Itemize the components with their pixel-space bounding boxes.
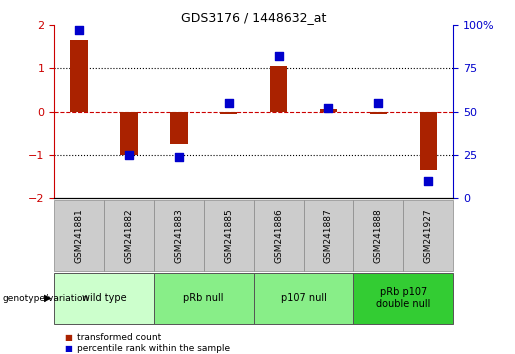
Bar: [154, 273, 253, 324]
Bar: [370, 112, 387, 114]
Point: [324, 105, 333, 111]
Bar: [54, 273, 154, 324]
Bar: [104, 200, 154, 271]
Text: ■: ■: [64, 332, 72, 342]
Point: [424, 178, 433, 184]
Bar: [420, 112, 437, 170]
Bar: [303, 200, 353, 271]
Bar: [54, 200, 104, 271]
Text: transformed count: transformed count: [77, 332, 162, 342]
Point: [125, 152, 133, 158]
Bar: [253, 273, 353, 324]
Text: p107 null: p107 null: [281, 293, 327, 303]
Text: ▶: ▶: [44, 293, 52, 303]
Point: [374, 100, 383, 105]
Text: GSM241885: GSM241885: [224, 208, 233, 263]
Text: GSM241886: GSM241886: [274, 208, 283, 263]
Bar: [70, 40, 88, 112]
Bar: [154, 200, 204, 271]
Bar: [170, 112, 187, 144]
Point: [274, 53, 283, 59]
Point: [175, 154, 183, 159]
Text: wild type: wild type: [82, 293, 126, 303]
Text: GSM241881: GSM241881: [75, 208, 83, 263]
Text: GSM241882: GSM241882: [125, 208, 133, 263]
Text: GSM241883: GSM241883: [174, 208, 183, 263]
Bar: [120, 112, 138, 155]
Text: percentile rank within the sample: percentile rank within the sample: [77, 344, 230, 353]
Bar: [353, 273, 453, 324]
Bar: [270, 66, 287, 112]
Bar: [403, 200, 453, 271]
Text: GSM241888: GSM241888: [374, 208, 383, 263]
Title: GDS3176 / 1448632_at: GDS3176 / 1448632_at: [181, 11, 327, 24]
Text: pRb p107
double null: pRb p107 double null: [376, 287, 431, 309]
Text: GSM241927: GSM241927: [424, 208, 433, 263]
Text: genotype/variation: genotype/variation: [3, 294, 89, 303]
Text: pRb null: pRb null: [183, 293, 224, 303]
Bar: [204, 200, 253, 271]
Bar: [353, 200, 403, 271]
Bar: [253, 200, 303, 271]
Text: GSM241887: GSM241887: [324, 208, 333, 263]
Text: ■: ■: [64, 344, 72, 353]
Bar: [220, 112, 237, 114]
Point: [75, 27, 83, 33]
Point: [225, 100, 233, 105]
Bar: [320, 109, 337, 112]
